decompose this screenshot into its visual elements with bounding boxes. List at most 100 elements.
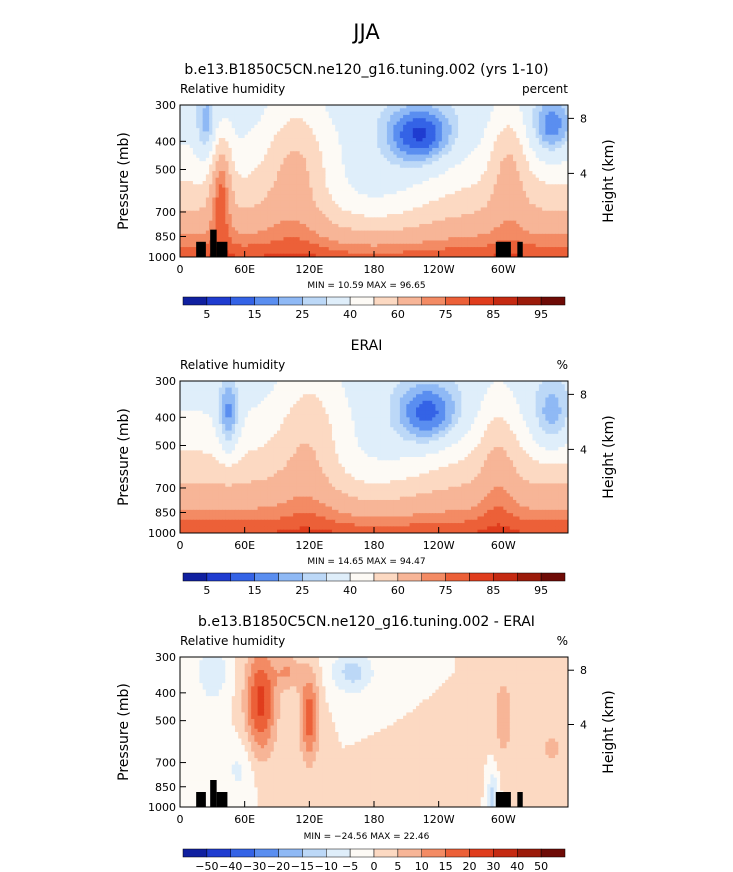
y-axis-label: Pressure (mb) [116,408,132,506]
x-tick-label: 0 [177,263,184,276]
colorbar-swatch [397,572,422,582]
colorbar-swatch [373,296,399,306]
right-tick-label: 8 [580,112,587,125]
colorbar-swatch [397,296,422,306]
x-tick-label: 180 [364,263,385,276]
x-tick-label: 0 [177,539,184,552]
terrain-mask [196,792,206,807]
y-tick-label: 700 [155,206,176,219]
colorbar-label: 95 [534,584,548,597]
colorbar-label: 30 [486,860,500,872]
colorbar-swatch [517,572,542,582]
y-tick-label: 1000 [148,251,176,264]
right-axis-label: Height (km) [601,415,617,498]
colorbar-swatch [206,572,231,582]
colorbar-swatch [373,572,399,582]
right-tick-label: 4 [580,443,587,456]
colorbar-swatch [302,296,327,306]
colorbar-label: 15 [248,584,262,597]
y-tick-label: 1000 [148,801,176,814]
terrain-mask [495,241,511,257]
colorbar-swatch [326,296,351,306]
terrain-mask [210,780,217,807]
x-tick-label: 120W [423,539,455,552]
panel-3-units: % [556,634,568,648]
panel-1-left-label: Relative humidity [180,82,286,96]
colorbar-label: 5 [203,584,210,597]
colorbar-swatch [493,572,518,582]
colorbar-swatch [445,848,470,858]
colorbar-swatch [230,572,255,582]
colorbar-swatch [254,296,279,306]
colorbar-label: 50 [534,860,548,872]
colorbar-swatch [326,572,351,582]
colorbar-swatch [182,572,208,582]
x-tick-label: 120E [295,813,323,826]
colorbar-label: 10 [415,860,429,872]
x-tick-label: 60W [491,263,516,276]
colorbar-label: −15 [291,860,314,872]
colorbar-label: −30 [243,860,266,872]
right-tick-label: 4 [580,167,587,180]
right-axis-label: Height (km) [601,690,617,773]
panel-3-stats: MIN = −24.56 MAX = 22.46 [303,832,430,842]
colorbar-swatch [254,572,279,582]
colorbar-label: 5 [394,860,401,872]
right-tick-label: 8 [580,664,587,677]
colorbar-swatch [540,572,566,582]
colorbar-label: 20 [463,860,477,872]
y-tick-label: 700 [155,482,176,495]
colorbar-label: 60 [391,584,405,597]
panel-3-field [180,657,568,807]
panel-2-stats: MIN = 14.65 MAX = 94.47 [307,557,426,567]
panel-1-stats: MIN = 10.59 MAX = 96.65 [307,281,426,291]
colorbar-label: 40 [343,584,357,597]
colorbar-label: 25 [295,584,309,597]
colorbar-label: 95 [534,308,548,321]
colorbar-label: 15 [248,308,262,321]
x-tick-label: 60E [234,263,255,276]
colorbar-swatch [540,848,566,858]
colorbar-swatch [445,572,470,582]
y-tick-label: 400 [155,687,176,700]
x-tick-label: 60E [234,813,255,826]
colorbar-swatch [397,848,422,858]
x-tick-label: 60W [491,813,516,826]
colorbar-label: 25 [295,308,309,321]
y-tick-label: 700 [155,757,176,770]
colorbar-label: 75 [439,584,453,597]
colorbar-label: 40 [510,860,524,872]
right-tick-label: 4 [580,719,587,732]
colorbar-label: 85 [486,308,500,321]
panel-3-left-label: Relative humidity [180,634,286,648]
y-tick-label: 300 [155,375,176,388]
colorbar-swatch [182,296,208,306]
colorbar-swatch [469,572,494,582]
colorbar-swatch [517,848,542,858]
colorbar-swatch [469,296,494,306]
colorbar-swatch [278,848,303,858]
colorbar-label: 40 [343,308,357,321]
colorbar-swatch [349,572,375,582]
colorbar-swatch [302,848,327,858]
y-tick-label: 400 [155,135,176,148]
terrain-mask [495,792,511,807]
x-tick-label: 60W [491,539,516,552]
colorbar-swatch [421,572,446,582]
x-tick-label: 120E [295,539,323,552]
terrain-mask [517,241,523,257]
y-tick-label: 500 [155,163,176,176]
panel-2-left-label: Relative humidity [180,358,286,372]
colorbar-swatch [278,572,303,582]
y-tick-label: 1000 [148,527,176,540]
colorbar-label: −40 [219,860,242,872]
colorbar-swatch [182,848,208,858]
colorbar-swatch [206,296,231,306]
x-tick-label: 180 [364,813,385,826]
x-tick-label: 0 [177,813,184,826]
page-title: JJA [353,20,380,44]
y-tick-label: 500 [155,715,176,728]
colorbar-swatch [349,848,375,858]
colorbar-swatch [230,848,255,858]
